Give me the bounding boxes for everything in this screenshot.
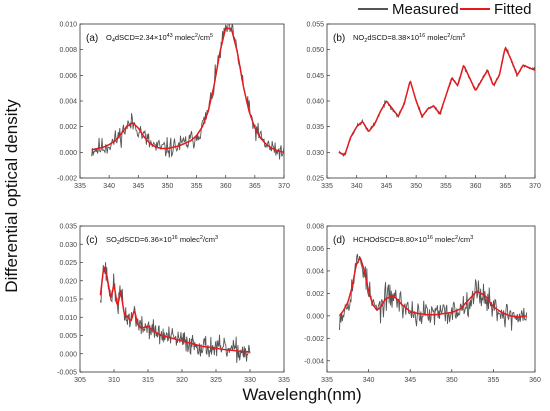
x-tick-label: 360 <box>529 377 541 384</box>
fitted-series <box>99 266 251 353</box>
y-tick-label: 0.004 <box>306 268 324 275</box>
plot-frame <box>326 225 536 373</box>
y-tick-label: 0.002 <box>306 291 324 298</box>
y-tick-label: 0.020 <box>59 278 77 285</box>
y-tick-label: 0.008 <box>306 224 324 231</box>
dscd-annotation: HCHOdSCD=8.80×1016 molec2/cm3 <box>353 235 473 244</box>
y-tick-label: 0.000 <box>306 313 324 320</box>
y-tick-label: 0.010 <box>59 22 77 29</box>
y-tick-label: -0.002 <box>57 176 77 183</box>
x-tick-label: 345 <box>404 377 416 384</box>
x-tick-label: 305 <box>74 377 86 384</box>
x-tick-label: 345 <box>132 183 144 190</box>
measured-series <box>339 253 528 331</box>
panels: 335 340 345 350 355 360 365 370 -0.002 0.000 0.002… <box>57 22 541 385</box>
x-tick-label: 340 <box>363 377 375 384</box>
y-tick-label: 0.010 <box>59 315 77 322</box>
y-tick-label: 0.045 <box>306 73 324 80</box>
y-tick-label: 0.055 <box>306 22 324 29</box>
x-tick-label: 370 <box>278 183 290 190</box>
measured-series <box>338 46 535 158</box>
panel-label: (d) <box>333 235 345 246</box>
x-tick-label: 340 <box>103 183 115 190</box>
panel-b: 335 340 345 350 355 360 365 370 0.025 0.030 0.035 0… <box>306 22 540 191</box>
dscd-annotation: SO2dSCD=6.36×1016 molec2/cm3 <box>106 235 218 246</box>
panel-d: 335 340 345 350 355 360 -0.004 -0.002 0.000 0.002… <box>304 224 541 385</box>
y-tick-label: 0.000 <box>59 150 77 157</box>
x-tick-label: 360 <box>470 183 482 190</box>
x-tick-label: 310 <box>108 377 120 384</box>
y-tick-label: 0.040 <box>306 99 324 106</box>
x-tick-label: 325 <box>210 377 222 384</box>
x-tick-label: 350 <box>446 377 458 384</box>
y-tick-label: 0.025 <box>59 260 77 267</box>
x-tick-label: 370 <box>529 183 541 190</box>
plot-frame <box>326 23 536 179</box>
y-tick-label: 0.005 <box>59 333 77 340</box>
y-tick-label: 0.000 <box>59 351 77 358</box>
y-tick-label: 0.004 <box>59 99 77 106</box>
plot-frame <box>79 23 285 179</box>
measured-series <box>99 262 251 363</box>
y-tick-label: 0.035 <box>59 224 77 231</box>
x-tick-label: 360 <box>220 183 232 190</box>
dscd-annotation: O4dSCD=2.34×1043 molec2/cm5 <box>106 33 213 44</box>
fitted-series <box>338 46 535 156</box>
x-tick-label: 335 <box>74 183 86 190</box>
y-tick-label: 0.002 <box>59 124 77 131</box>
x-tick-label: 335 <box>321 377 333 384</box>
x-tick-label: 345 <box>381 183 393 190</box>
measured-series <box>91 24 284 160</box>
x-tick-label: 365 <box>249 183 261 190</box>
y-tick-label: 0.025 <box>306 176 324 183</box>
fitted-series <box>91 27 284 154</box>
y-tick-label: 0.030 <box>306 150 324 157</box>
legend-measured-label: Measured <box>392 1 459 18</box>
y-tick-label: 0.006 <box>306 246 324 253</box>
x-tick-label: 335 <box>321 183 333 190</box>
y-tick-label: 0.030 <box>59 242 77 249</box>
y-tick-label: -0.002 <box>304 336 324 343</box>
y-tick-label: -0.004 <box>304 358 324 365</box>
y-axis-label: Differential optical density <box>2 99 21 293</box>
x-tick-label: 320 <box>176 377 188 384</box>
legend-fitted-label: Fitted <box>494 1 532 18</box>
x-tick-label: 340 <box>351 183 363 190</box>
y-tick-label: 0.015 <box>59 297 77 304</box>
y-tick-label: 0.006 <box>59 73 77 80</box>
x-tick-label: 365 <box>499 183 511 190</box>
x-tick-label: 335 <box>278 377 290 384</box>
x-axis-label: Wavelengh(nm) <box>242 385 361 404</box>
panel-a: 335 340 345 350 355 360 365 370 -0.002 0.000 0.002… <box>57 22 290 191</box>
y-tick-label: 0.008 <box>59 47 77 54</box>
panel-label: (c) <box>86 235 98 246</box>
x-tick-label: 330 <box>244 377 256 384</box>
y-tick-label: 0.050 <box>306 47 324 54</box>
y-tick-label: -0.005 <box>57 370 77 377</box>
x-tick-label: 355 <box>191 183 203 190</box>
panel-label: (a) <box>86 33 98 44</box>
fitted-series <box>338 257 527 318</box>
panel-label: (b) <box>333 33 345 44</box>
x-tick-label: 350 <box>162 183 174 190</box>
dscd-annotation: NO2dSCD=8.38×1016 molec2/cm5 <box>353 33 465 44</box>
x-tick-label: 315 <box>142 377 154 384</box>
panel-c: 305 310 315 320 325 330 335 -0.005 0.000 0.005 0.0… <box>57 224 290 385</box>
x-tick-label: 350 <box>410 183 422 190</box>
y-tick-label: 0.035 <box>306 124 324 131</box>
x-tick-label: 355 <box>488 377 500 384</box>
legend: Measured Fitted <box>358 1 532 18</box>
x-tick-label: 355 <box>440 183 452 190</box>
